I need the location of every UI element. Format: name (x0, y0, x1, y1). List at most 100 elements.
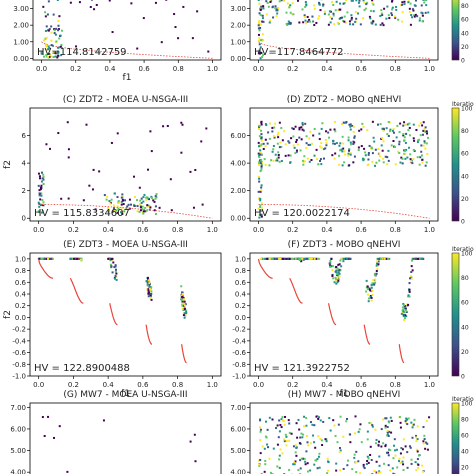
scatter-point (292, 463, 295, 466)
scatter-point (270, 0, 273, 2)
scatter-point (296, 0, 299, 2)
scatter-point (345, 420, 348, 423)
scatter-point (301, 123, 304, 126)
scatter-point (423, 438, 426, 441)
scatter-point (60, 29, 63, 32)
scatter-point (304, 0, 307, 3)
scatter-point (41, 199, 44, 202)
scatter-point (288, 257, 291, 260)
scatter-point (38, 257, 41, 260)
scatter-point (334, 434, 337, 437)
y-tick-label: 0.2 (15, 302, 26, 310)
scatter-point (300, 138, 303, 141)
scatter-point (412, 423, 415, 426)
scatter-point (339, 415, 342, 418)
scatter-point (357, 460, 360, 463)
scatter-point (287, 20, 290, 23)
y-tick-label: 7.00 (230, 404, 246, 412)
scatter-point (41, 257, 44, 260)
scatter-point (411, 424, 414, 427)
scatter-point (107, 209, 110, 212)
scatter-point (371, 424, 374, 427)
scatter-point (147, 295, 150, 298)
scatter-point (112, 210, 115, 213)
scatter-point (264, 163, 267, 166)
scatter-point (338, 275, 341, 278)
scatter-point (257, 207, 260, 210)
scatter-point (66, 121, 69, 124)
scatter-point (387, 464, 390, 467)
scatter-point (412, 257, 415, 260)
scatter-point (418, 138, 421, 141)
scatter-point (59, 45, 62, 48)
scatter-point (420, 150, 423, 153)
scatter-point (268, 416, 271, 419)
scatter-point (291, 2, 294, 5)
scatter-point (126, 205, 129, 208)
scatter-point (325, 142, 328, 145)
hypervolume-label: HV = 115.8334607 (34, 208, 130, 219)
scatter-point (260, 159, 263, 162)
scatter-point (317, 416, 320, 419)
scatter-point (141, 205, 144, 208)
scatter-point (271, 130, 274, 133)
scatter-point (388, 430, 391, 433)
scatter-point (332, 14, 335, 17)
y-tick-label: -1.0 (12, 373, 26, 381)
scatter-point (371, 152, 374, 155)
scatter-point (383, 7, 386, 10)
scatter-point (416, 448, 419, 451)
scatter-point (260, 202, 263, 205)
scatter-point (257, 23, 260, 26)
scatter-point (311, 15, 314, 18)
scatter-point (41, 204, 44, 207)
scatter-point (381, 149, 384, 152)
scatter-point (322, 420, 325, 423)
scatter-point (369, 289, 372, 292)
scatter-point (336, 441, 339, 444)
colorbar (451, 402, 460, 474)
scatter-point (370, 459, 373, 462)
scatter-point (43, 435, 46, 438)
scatter-point (149, 296, 152, 299)
scatter-point (375, 161, 378, 164)
scatter-point (393, 15, 396, 18)
scatter-point (296, 436, 299, 439)
scatter-point (182, 314, 185, 317)
scatter-point (259, 452, 262, 455)
scatter-point (115, 272, 118, 275)
scatter-point (258, 135, 261, 138)
scatter-point (377, 147, 380, 150)
scatter-point (121, 196, 124, 199)
x-tick-label: 1.0 (207, 226, 218, 234)
scatter-point (375, 471, 378, 474)
scatter-point (42, 183, 45, 186)
scatter-point (419, 156, 422, 159)
scatter-point (381, 22, 384, 25)
scatter-point (146, 276, 149, 279)
scatter-point (343, 20, 346, 23)
x-tick-label: 0.4 (321, 381, 333, 389)
scatter-point (149, 294, 152, 297)
scatter-point (117, 207, 120, 210)
scatter-point (169, 178, 172, 181)
x-tick-label: 0.8 (172, 381, 183, 389)
scatter-point (402, 438, 405, 441)
colorbar-tick-label: 0 (461, 374, 465, 381)
scatter-point (268, 257, 271, 260)
scatter-point (185, 310, 188, 313)
y-tick-label: 3.00 (230, 5, 246, 13)
scatter-point (382, 24, 385, 27)
scatter-point (60, 54, 63, 57)
scatter-point (337, 9, 340, 12)
scatter-point (44, 11, 47, 14)
scatter-point (422, 121, 425, 124)
scatter-point (388, 421, 391, 424)
scatter-points (41, 415, 197, 473)
scatter-point (408, 277, 411, 280)
scatter-point (426, 442, 429, 445)
scatter-point (40, 52, 43, 55)
scatter-point (330, 257, 333, 260)
scatter-point (40, 50, 43, 53)
scatter-point (411, 426, 414, 429)
